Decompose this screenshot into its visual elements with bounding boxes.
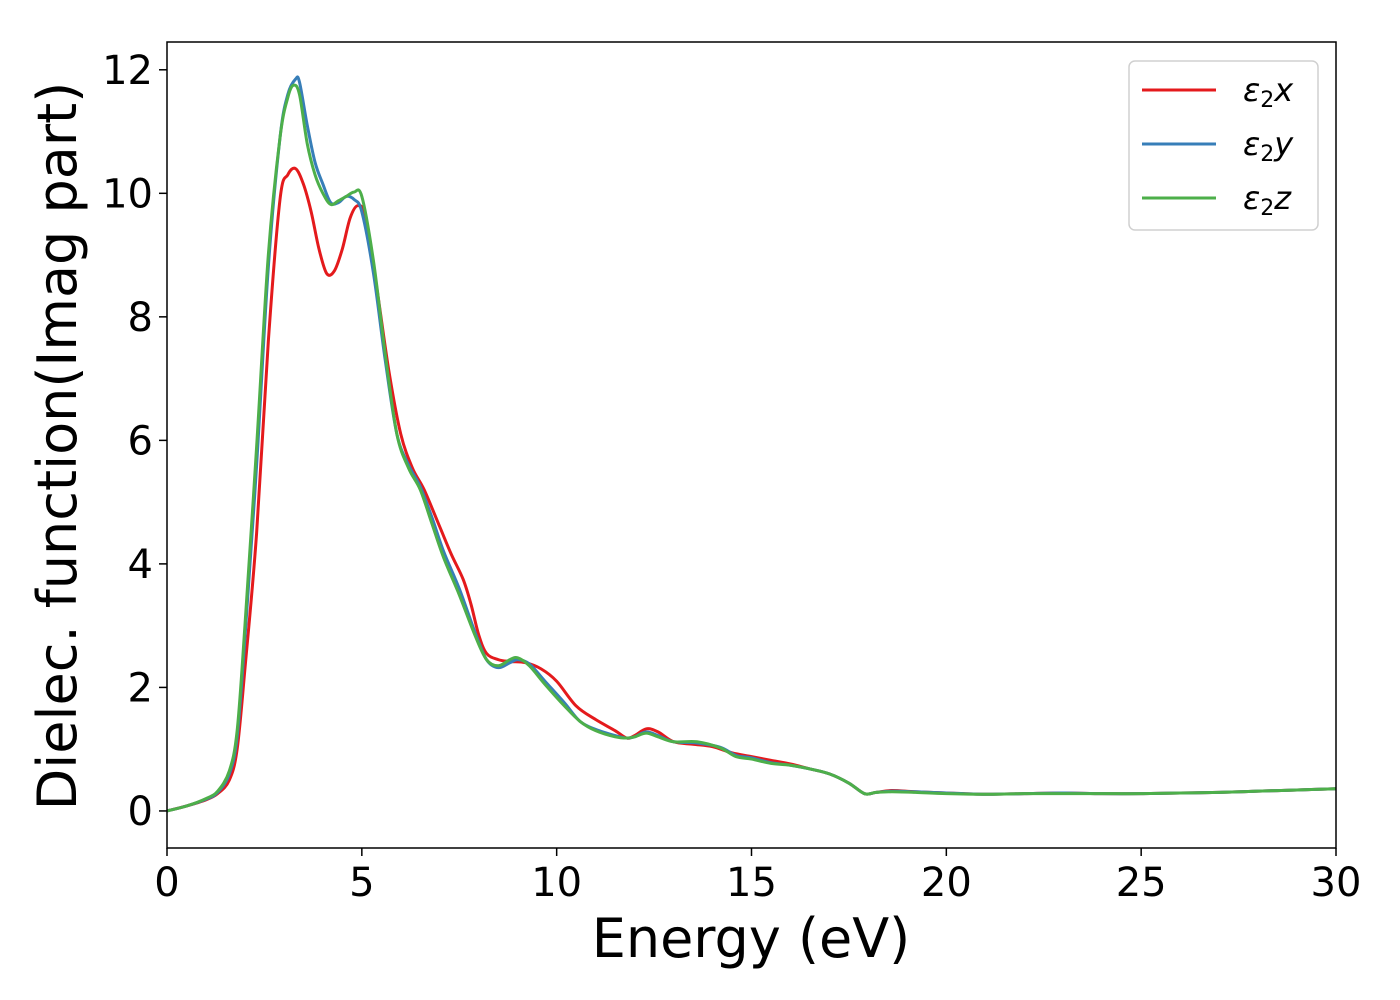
legend-label-x: ε2x (1243, 71, 1294, 113)
series-lines (166, 75, 1337, 813)
x-tick-label: 10 (531, 860, 582, 906)
x-axis-ticks: 0 5 10 15 20 25 30 (154, 848, 1361, 906)
y-tick-label: 10 (102, 171, 153, 217)
y-tick-label: 8 (128, 295, 153, 341)
x-axis-label: Energy (eV) (592, 907, 911, 970)
x-tick-label: 25 (1116, 860, 1167, 906)
y-tick-label: 2 (128, 665, 153, 711)
y-axis-label: Dielec. function(Imag part) (26, 82, 89, 811)
y-tick-label: 4 (128, 542, 153, 588)
legend-label-z: ε2z (1243, 179, 1292, 221)
y-tick-label: 12 (102, 48, 153, 94)
legend-box (1128, 60, 1319, 231)
x-tick-label: 30 (1311, 860, 1362, 906)
series-line-x (166, 166, 1337, 813)
x-tick-label: 20 (921, 860, 972, 906)
series-line-z (166, 83, 1337, 813)
legend-label-y: ε2y (1243, 125, 1294, 167)
y-tick-label: 6 (128, 418, 153, 464)
x-tick-label: 5 (349, 860, 374, 906)
x-tick-label: 15 (726, 860, 777, 906)
y-tick-label: 0 (128, 789, 153, 835)
x-tick-label: 0 (154, 860, 179, 906)
legend: ε2x ε2y ε2z (1128, 60, 1319, 231)
y-axis-ticks: 0 2 4 6 8 10 12 (102, 48, 167, 835)
